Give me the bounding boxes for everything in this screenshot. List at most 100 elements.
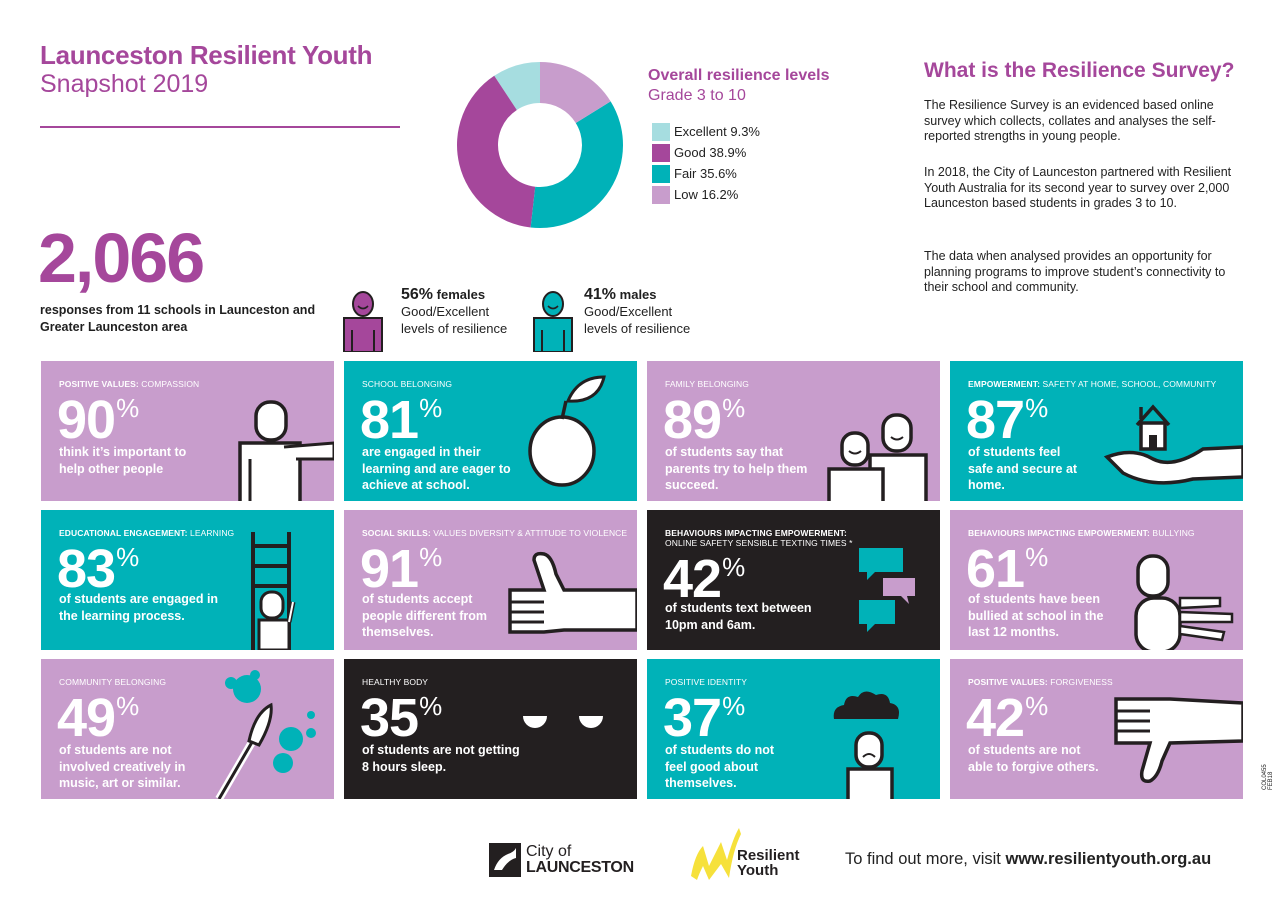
- logo-launceston: LAUNCESTON: [526, 859, 634, 876]
- female-text-1: Good/Excellent: [401, 304, 490, 319]
- male-stat: 41% males Good/Excellent levels of resil…: [584, 286, 690, 337]
- tile-description: of students have been bullied at school …: [968, 592, 1104, 639]
- tired-eyes-icon: [521, 704, 605, 728]
- male-person-icon: [533, 291, 573, 352]
- legend-item-low: Low 16.2%: [652, 184, 760, 205]
- resilient-youth-logo: Resilient Youth: [687, 824, 800, 882]
- tile-description: of students say that parents try to help…: [665, 445, 808, 492]
- female-person-icon: [343, 291, 383, 352]
- thumbs-down-icon: [1114, 697, 1243, 784]
- about-title: What is the Resilience Survey?: [924, 59, 1235, 82]
- logo-youth: Youth: [737, 862, 779, 879]
- tile-forgiveness: POSITIVE VALUES: FORGIVENESS 42% of stud…: [950, 659, 1243, 799]
- paint-brush-splatter-icon: [215, 670, 316, 799]
- tile-percent: 49%: [57, 688, 140, 748]
- male-percent: 41%: [584, 286, 617, 303]
- female-text-2: levels of resilience: [401, 321, 508, 336]
- city-of-launceston-logo: City of LAUNCESTON: [488, 842, 634, 878]
- tile-family-belonging: FAMILY BELONGING 89% of students say tha…: [647, 361, 940, 501]
- legend-label: Low 16.2%: [674, 187, 739, 202]
- tile-description: of students are not involved creatively …: [59, 743, 186, 790]
- tile-description: of students text between 10pm and 6am.: [665, 601, 812, 632]
- tile-percent: 61%: [966, 539, 1049, 599]
- tile-description: of students are engaged in the learning …: [59, 592, 219, 623]
- document-code: COL0455 FEB18: [1262, 764, 1274, 790]
- responses-count: 2,066: [38, 219, 205, 297]
- tile-category: SOCIAL SKILLS: VALUES DIVERSITY & ATTITU…: [362, 528, 628, 538]
- apple-icon: [528, 375, 606, 487]
- title-divider: [40, 126, 400, 128]
- about-paragraph-2: In 2018, the City of Launceston partnere…: [924, 165, 1232, 210]
- about-paragraph-3: The data when analysed provides an oppor…: [924, 249, 1226, 294]
- tile-category: POSITIVE VALUES: FORGIVENESS: [968, 677, 1113, 687]
- chart-title: Overall resilience levels: [648, 67, 830, 84]
- female-label: females: [436, 287, 486, 302]
- legend-label: Good 38.9%: [674, 145, 747, 160]
- sad-person-cloud-icon: [833, 691, 899, 799]
- donut-slice-low: [540, 62, 611, 123]
- male-text-2: levels of resilience: [584, 321, 691, 336]
- donut-slice-fair: [530, 101, 623, 228]
- tile-positive-identity: POSITIVE IDENTITY 37% of students do not…: [647, 659, 940, 799]
- resilience-donut-chart: [457, 62, 623, 228]
- responses-text: responses from 11 schools in Launceston …: [40, 303, 316, 334]
- tile-description: of students accept people different from…: [362, 592, 488, 639]
- legend-item-good: Good 38.9%: [652, 142, 760, 163]
- legend-item-fair: Fair 35.6%: [652, 163, 760, 184]
- chat-bubbles-icon: [859, 548, 915, 632]
- tile-category: POSITIVE VALUES: COMPASSION: [59, 379, 200, 389]
- tile-description: of students are not able to forgive othe…: [968, 743, 1099, 774]
- logo-city-of: City of: [526, 843, 572, 860]
- thumbs-up-icon: [508, 551, 637, 634]
- resilient-youth-swoosh-icon: [691, 828, 741, 880]
- person-hand-on-shoulder-icon: [238, 400, 334, 501]
- page-title: Launceston Resilient Youth: [40, 40, 373, 70]
- website-link[interactable]: www.resilientyouth.org.au: [1005, 850, 1212, 868]
- tile-compassion: POSITIVE VALUES: COMPASSION 90% think it…: [41, 361, 334, 501]
- find-out-more: To find out more, visit www.resilientyou…: [845, 850, 1212, 868]
- tile-percent: 37%: [663, 688, 746, 748]
- tile-category: EDUCATIONAL ENGAGEMENT: LEARNING: [59, 528, 235, 538]
- tile-category: SCHOOL BELONGING: [362, 379, 453, 389]
- bullied-person-icon: [1134, 554, 1234, 650]
- tile-description: of students do not feel good about thems…: [665, 743, 775, 790]
- tile-texting-times: BEHAVIOURS IMPACTING EMPOWERMENT: ONLINE …: [647, 510, 940, 650]
- page-subtitle: Snapshot 2019: [40, 70, 209, 98]
- tile-community-belonging: COMMUNITY BELONGING 49% of students are …: [41, 659, 334, 799]
- donut-slice-excellent: [494, 62, 540, 110]
- donut-slice-good: [457, 75, 536, 228]
- female-percent: 56%: [401, 286, 434, 303]
- male-label: males: [619, 287, 657, 302]
- legend-swatch: [652, 143, 670, 162]
- hand-holding-house-icon: [1103, 404, 1243, 485]
- tile-percent: 42%: [966, 688, 1049, 748]
- tile-percent: 90%: [57, 390, 140, 450]
- tile-school-belonging: SCHOOL BELONGING 81% are engaged in thei…: [344, 361, 637, 501]
- about-paragraph-1: The Resilience Survey is an evidenced ba…: [924, 98, 1216, 143]
- tile-description: think it’s important to help other peopl…: [59, 445, 187, 476]
- tile-category: POSITIVE IDENTITY: [665, 677, 747, 687]
- ladder-climber-icon: [251, 532, 296, 650]
- tile-percent: 87%: [966, 390, 1049, 450]
- family-icon: [827, 413, 928, 501]
- female-stat: 56% females Good/Excellent levels of res…: [401, 286, 507, 337]
- tile-category: BEHAVIOURS IMPACTING EMPOWERMENT: BULLYI…: [968, 528, 1195, 538]
- legend-item-excellent: Excellent 9.3%: [652, 121, 760, 142]
- legend-label: Fair 35.6%: [674, 166, 737, 181]
- tile-healthy-body: HEALTHY BODY 35% of students are not get…: [344, 659, 637, 799]
- chart-subtitle: Grade 3 to 10: [648, 87, 746, 104]
- tile-percent: 83%: [57, 539, 140, 599]
- tile-category: BEHAVIOURS IMPACTING EMPOWERMENT: ONLINE …: [665, 528, 853, 548]
- logo-resilient: Resilient: [737, 847, 800, 864]
- tile-bullying: BEHAVIOURS IMPACTING EMPOWERMENT: BULLYI…: [950, 510, 1243, 650]
- tile-category: FAMILY BELONGING: [665, 379, 749, 389]
- legend-label: Excellent 9.3%: [674, 124, 760, 139]
- tile-percent: 35%: [360, 688, 443, 748]
- tile-category: EMPOWERMENT: SAFETY AT HOME, SCHOOL, COM…: [968, 379, 1217, 389]
- tile-educational-engagement: EDUCATIONAL ENGAGEMENT: LEARNING 83% of …: [41, 510, 334, 650]
- tile-category: HEALTHY BODY: [362, 677, 429, 687]
- launceston-emblem-icon: [489, 843, 521, 877]
- tile-social-skills: SOCIAL SKILLS: VALUES DIVERSITY & ATTITU…: [344, 510, 637, 650]
- tile-description: are engaged in their learning and are ea…: [362, 445, 511, 492]
- tile-percent: 42%: [663, 549, 746, 609]
